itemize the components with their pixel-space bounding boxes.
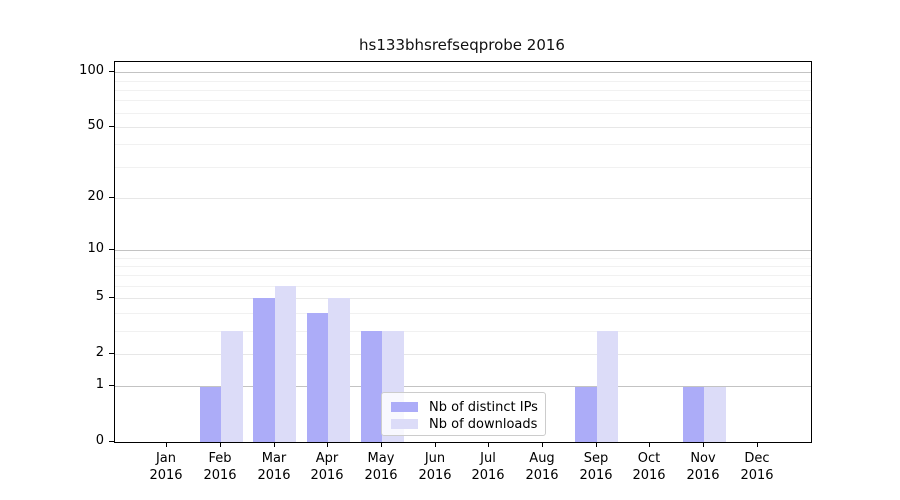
x-tick-mark xyxy=(757,442,758,447)
y-tick-label-1: 1 xyxy=(95,377,104,392)
gridline-8 xyxy=(115,266,811,267)
gridline-1 xyxy=(115,386,811,387)
gridline-9 xyxy=(115,258,811,259)
x-tick-label-apr: Apr 2016 xyxy=(310,451,344,483)
gridline-80 xyxy=(115,90,811,91)
y-tick-mark xyxy=(109,441,114,442)
legend-item-downloads: Nb of downloads xyxy=(391,416,538,432)
x-tick-mark xyxy=(220,442,221,447)
x-tick-label-aug: Aug 2016 xyxy=(525,451,559,483)
gridline-70 xyxy=(115,100,811,101)
gridline-50 xyxy=(115,127,811,128)
gridline-2 xyxy=(115,354,811,355)
gridline-7 xyxy=(115,275,811,276)
gridline-30 xyxy=(115,167,811,168)
y-tick-mark xyxy=(109,385,114,386)
bar-distinct-ips-apr xyxy=(306,313,329,442)
x-tick-label-jan: Jan 2016 xyxy=(149,451,183,483)
bar-distinct-ips-feb xyxy=(199,386,221,442)
y-tick-label-50: 50 xyxy=(87,118,104,133)
x-tick-mark xyxy=(166,442,167,447)
legend-label-distinct-ips: Nb of distinct IPs xyxy=(429,399,538,415)
x-tick-label-may: May 2016 xyxy=(364,451,398,483)
x-tick-mark xyxy=(649,442,650,447)
y-tick-label-2: 2 xyxy=(95,345,104,360)
x-tick-mark xyxy=(488,442,489,447)
x-tick-mark xyxy=(327,442,328,447)
x-tick-label-feb: Feb 2016 xyxy=(203,451,237,483)
legend: Nb of distinct IPs Nb of downloads xyxy=(381,392,546,436)
gridline-5 xyxy=(115,298,811,299)
x-tick-mark xyxy=(596,442,597,447)
y-tick-label-0: 0 xyxy=(95,433,104,448)
gridline-4 xyxy=(115,313,811,314)
legend-swatch-distinct-ips xyxy=(391,402,418,412)
x-tick-label-mar: Mar 2016 xyxy=(257,451,291,483)
x-tick-mark xyxy=(542,442,543,447)
bar-distinct-ips-nov xyxy=(682,386,704,442)
x-tick-label-jul: Jul 2016 xyxy=(471,451,505,483)
x-tick-label-jun: Jun 2016 xyxy=(418,451,452,483)
x-tick-label-oct: Oct 2016 xyxy=(632,451,666,483)
gridline-10 xyxy=(115,250,811,251)
bar-downloads-feb xyxy=(221,330,243,442)
y-tick-mark xyxy=(109,71,114,72)
y-tick-mark xyxy=(109,197,114,198)
gridline-6 xyxy=(115,286,811,287)
y-tick-label-5: 5 xyxy=(95,289,104,304)
y-tick-mark xyxy=(109,126,114,127)
gridline-40 xyxy=(115,144,811,145)
bar-downloads-nov xyxy=(704,386,726,442)
x-tick-mark xyxy=(435,442,436,447)
bar-downloads-sep xyxy=(596,330,619,442)
legend-label-downloads: Nb of downloads xyxy=(429,416,538,432)
gridline-100 xyxy=(115,72,811,73)
y-tick-mark xyxy=(109,249,114,250)
legend-item-distinct-ips: Nb of distinct IPs xyxy=(391,399,538,415)
y-tick-mark xyxy=(109,297,114,298)
bar-distinct-ips-mar xyxy=(253,298,275,442)
x-tick-mark xyxy=(381,442,382,447)
x-tick-label-dec: Dec 2016 xyxy=(740,451,774,483)
y-tick-label-100: 100 xyxy=(79,63,104,78)
y-tick-label-10: 10 xyxy=(87,241,104,256)
x-tick-label-sep: Sep 2016 xyxy=(579,451,613,483)
gridline-20 xyxy=(115,198,811,199)
x-tick-label-nov: Nov 2016 xyxy=(686,451,720,483)
y-tick-label-20: 20 xyxy=(87,189,104,204)
bar-downloads-apr xyxy=(328,298,350,442)
y-tick-mark xyxy=(109,353,114,354)
bar-distinct-ips-may xyxy=(360,330,382,442)
bar-distinct-ips-sep xyxy=(575,386,597,442)
gridline-90 xyxy=(115,81,811,82)
gridline-3 xyxy=(115,331,811,332)
x-tick-mark xyxy=(703,442,704,447)
plot-area: Nb of distinct IPs Nb of downloads xyxy=(114,61,812,443)
x-tick-mark xyxy=(274,442,275,447)
chart-title: hs133bhsrefseqprobe 2016 xyxy=(359,36,565,54)
legend-swatch-downloads xyxy=(391,419,418,429)
gridline-60 xyxy=(115,113,811,114)
bar-downloads-mar xyxy=(274,286,297,442)
